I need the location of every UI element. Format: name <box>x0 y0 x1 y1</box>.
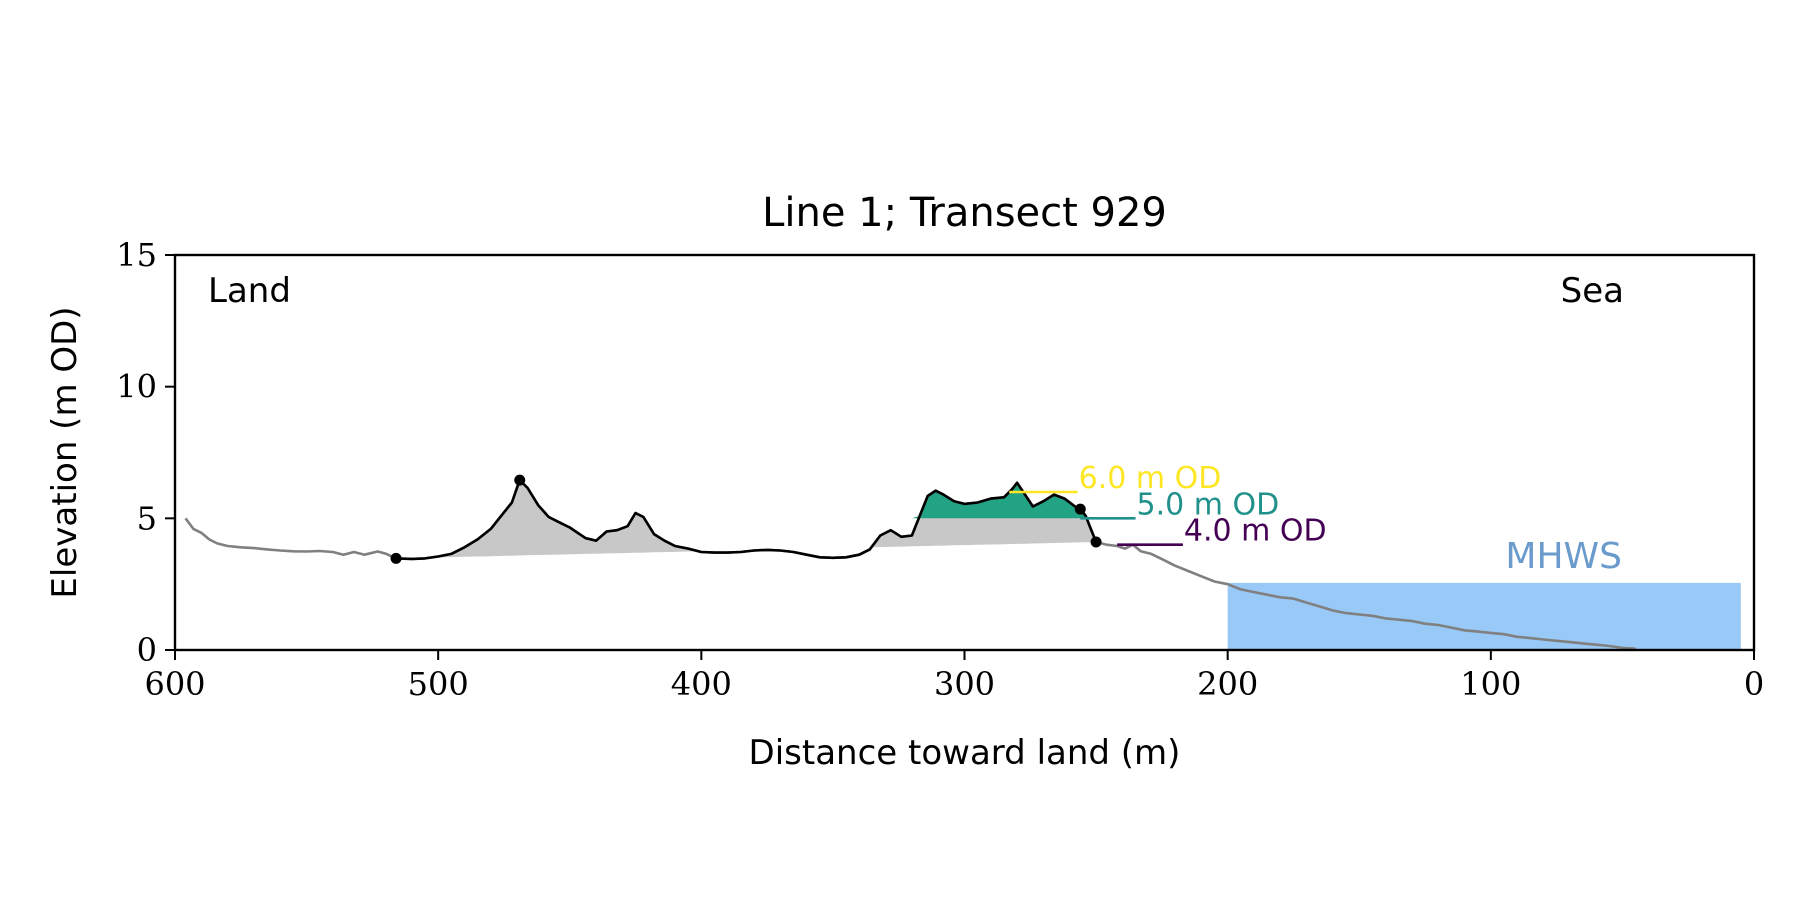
mhws-label: MHWS <box>1505 536 1622 577</box>
volume-fill <box>911 482 1091 519</box>
x-tick-label-3: 300 <box>934 665 995 703</box>
level-label-2: 4.0 m OD <box>1184 514 1327 549</box>
y-tick-label-2: 10 <box>116 368 157 406</box>
x-tick-label-1: 500 <box>408 665 469 703</box>
mhws-area <box>1227 582 1741 650</box>
dune-marker-2 <box>1074 503 1086 515</box>
dune-base-fill <box>396 480 1097 559</box>
dune-marker-3 <box>1090 536 1102 548</box>
level-label-1: 5.0 m OD <box>1137 487 1280 522</box>
chart-title: Line 1; Transect 929 <box>762 190 1167 236</box>
y-tick-label-3: 15 <box>116 236 157 274</box>
dune-marker-0 <box>390 552 402 564</box>
profile-line <box>184 478 1636 650</box>
y-axis-label: Elevation (m OD) <box>45 306 85 598</box>
x-tick-label-6: 0 <box>1744 665 1764 703</box>
x-tick-label-2: 400 <box>671 665 732 703</box>
y-tick-label-0: 0 <box>137 631 157 669</box>
y-tick-label-1: 5 <box>137 499 157 537</box>
dune-marker-1 <box>514 474 526 486</box>
x-tick-label-5: 100 <box>1460 665 1521 703</box>
level-label-0: 6.0 m OD <box>1079 461 1222 496</box>
sea-label: Sea <box>1561 271 1624 311</box>
land-label: Land <box>208 271 291 311</box>
x-tick-label-4: 200 <box>1197 665 1258 703</box>
dune-segment-line <box>396 478 1098 561</box>
x-axis-label: Distance toward land (m) <box>749 733 1181 773</box>
x-tick-label-0: 600 <box>144 665 205 703</box>
